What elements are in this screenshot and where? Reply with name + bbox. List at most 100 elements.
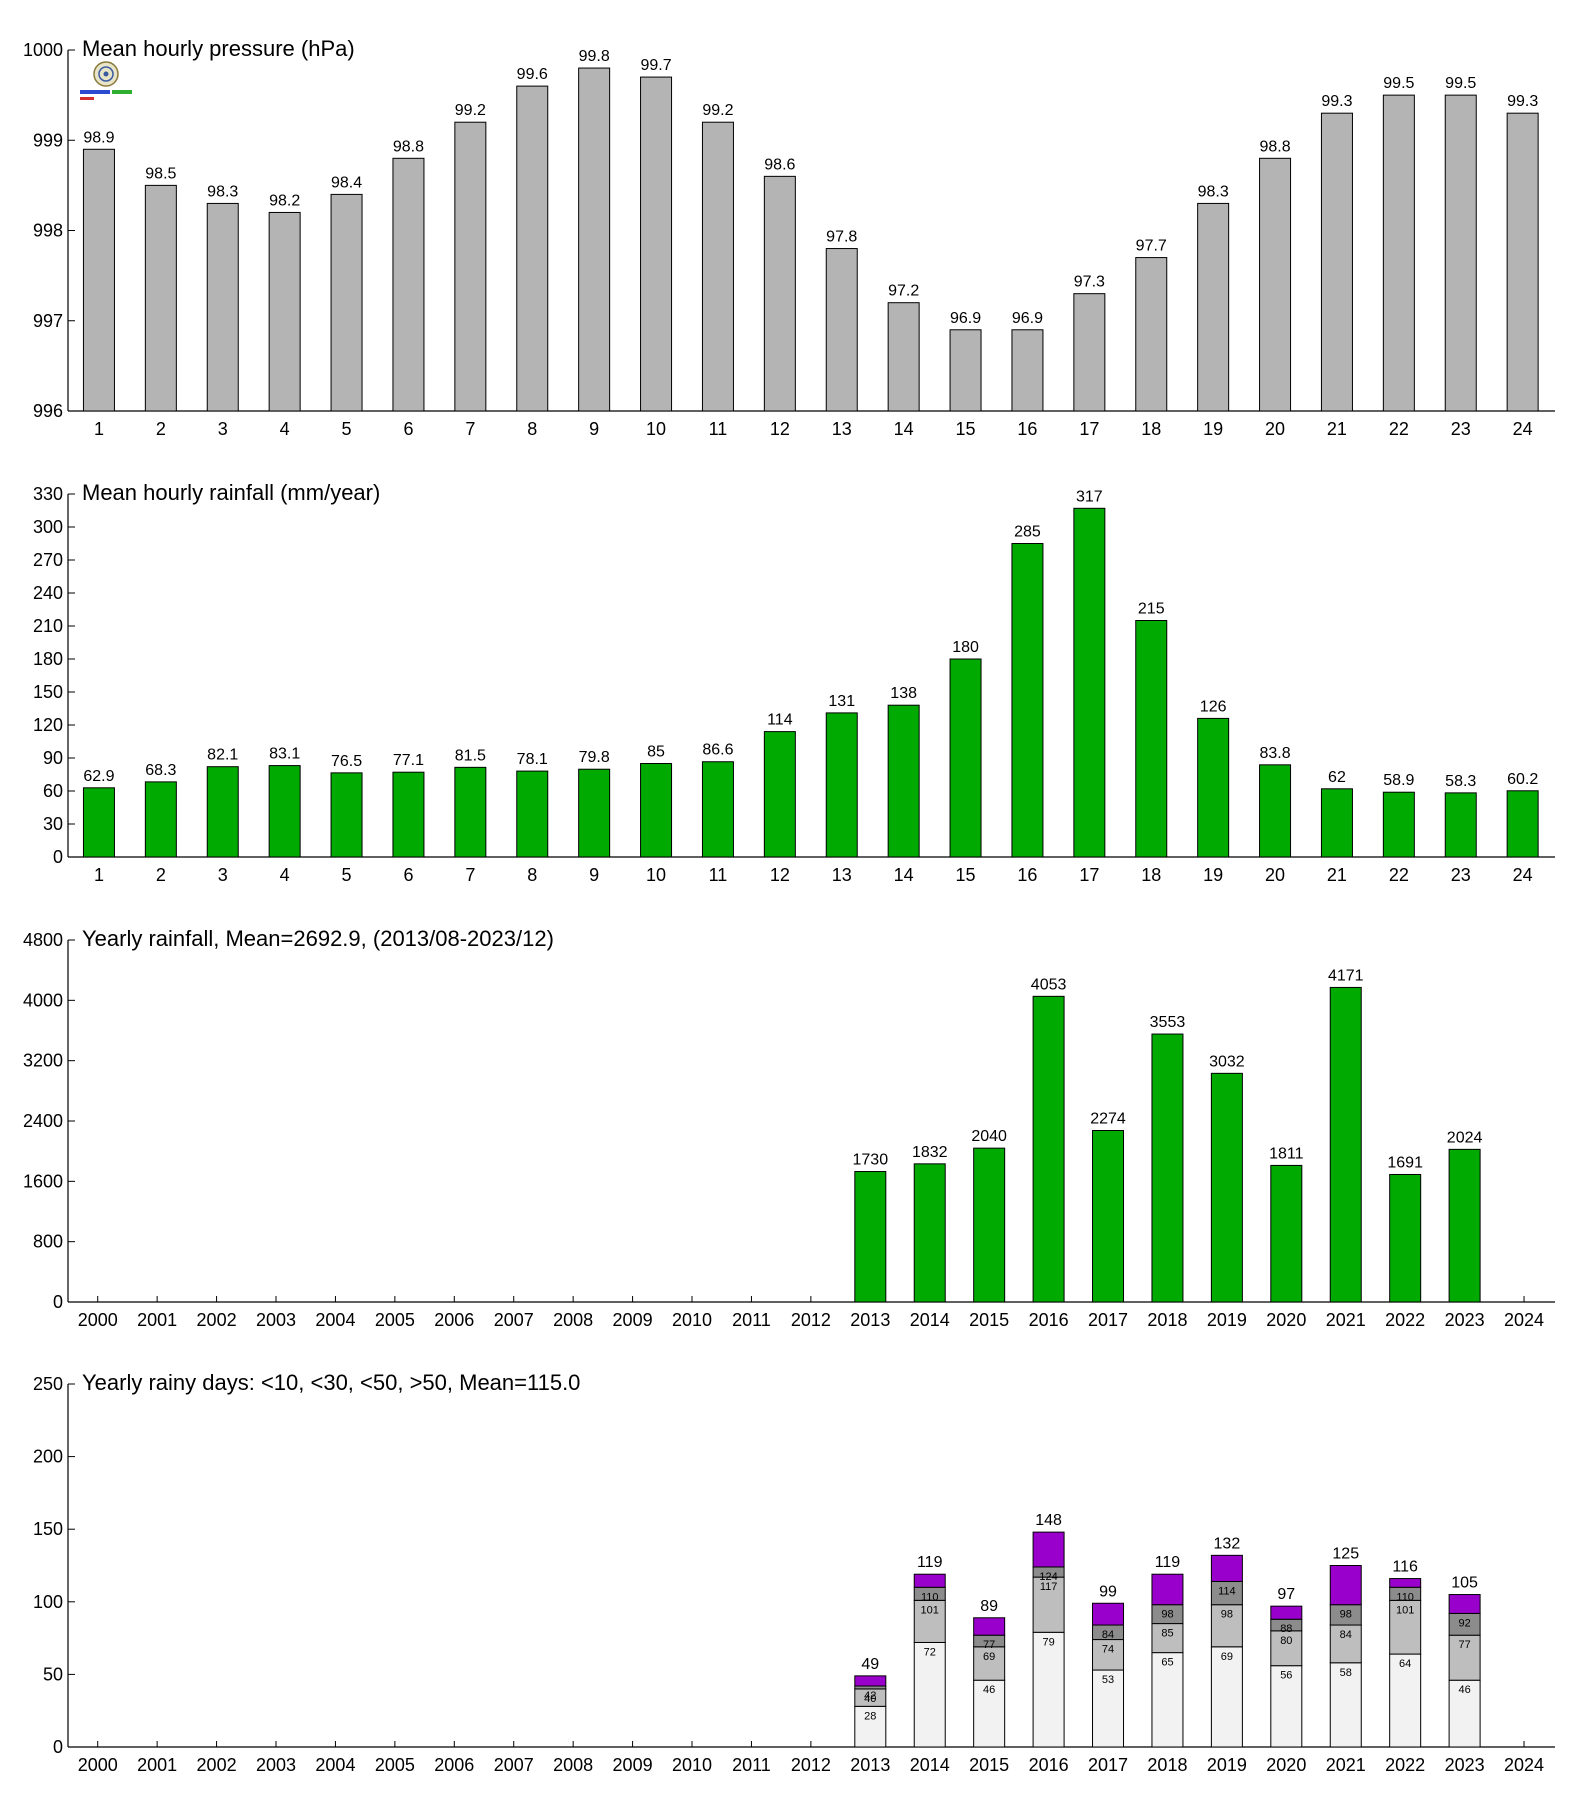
bar-segment-lt10 [1151, 1652, 1184, 1748]
x-tick-label: 16 [1017, 419, 1037, 439]
bar-segment-lt30 [1389, 1599, 1422, 1655]
bar [701, 121, 734, 412]
x-tick-label: 14 [894, 865, 914, 885]
x-tick-label: 2000 [78, 1310, 118, 1330]
x-tick-label: 3 [218, 865, 228, 885]
data-label: 105 [1451, 1575, 1478, 1592]
x-tick-label: 2005 [375, 1310, 415, 1330]
x-tick-label: 12 [770, 419, 790, 439]
bar [1320, 112, 1353, 412]
bar-segment-lt10 [1210, 1646, 1243, 1748]
x-tick-label: 2018 [1147, 1310, 1187, 1330]
bar [854, 1171, 887, 1303]
data-label: 79.8 [579, 749, 610, 766]
data-label: 99.3 [1321, 93, 1352, 110]
data-label: 119 [1155, 1554, 1181, 1571]
segment-value-label: 110 [921, 1591, 939, 1603]
x-tick-label: 2023 [1445, 1755, 1485, 1775]
segment-value-label: 85 [1161, 1628, 1173, 1640]
segment-value-label: 42 [864, 1690, 876, 1702]
bar [1382, 791, 1415, 858]
y-tick-label: 1600 [23, 1171, 63, 1191]
x-tick-label: 2009 [613, 1310, 653, 1330]
segment-value-label: 88 [1280, 1623, 1292, 1635]
segment-value-label: 98 [1221, 1609, 1233, 1621]
x-tick-label: 12 [770, 865, 790, 885]
bar-segment-gt50 [1092, 1602, 1125, 1626]
data-label: 99.6 [517, 66, 548, 83]
bar [144, 184, 177, 412]
y-tick-label: 330 [33, 484, 63, 504]
x-tick-label: 2001 [137, 1755, 177, 1775]
bar [949, 329, 982, 412]
segment-value-label: 69 [983, 1651, 995, 1663]
x-tick-label: 2016 [1029, 1310, 1069, 1330]
x-tick-label: 2 [156, 419, 166, 439]
x-tick-label: 2002 [197, 1310, 237, 1330]
bar [454, 766, 487, 858]
segment-value-label: 46 [983, 1684, 995, 1696]
bar [1011, 543, 1044, 858]
x-tick-label: 2014 [910, 1755, 950, 1775]
bar [206, 766, 239, 858]
data-label: 99.3 [1507, 93, 1538, 110]
bar-segment-gt50 [1329, 1565, 1362, 1606]
data-label: 1730 [853, 1152, 889, 1169]
segment-value-label: 79 [1042, 1636, 1054, 1648]
segment-value-label: 101 [921, 1604, 939, 1616]
bar [1382, 94, 1415, 412]
x-tick-label: 2019 [1207, 1755, 1247, 1775]
y-tick-label: 996 [33, 401, 63, 421]
bar [640, 76, 673, 412]
x-tick-label: 2007 [494, 1755, 534, 1775]
y-tick-label: 998 [33, 221, 63, 241]
bar [516, 770, 549, 858]
data-label: 99.5 [1383, 75, 1414, 92]
data-label: 62.9 [83, 768, 114, 785]
bar-segment-lt30 [973, 1646, 1006, 1681]
data-label: 77.1 [393, 752, 424, 769]
bar [973, 1147, 1006, 1303]
segment-value-label: 98 [1340, 1609, 1352, 1621]
x-tick-label: 4 [280, 865, 290, 885]
segment-value-label: 46 [1458, 1684, 1470, 1696]
bar [578, 67, 611, 412]
x-tick-label: 23 [1451, 419, 1471, 439]
x-tick-label: 20 [1265, 865, 1285, 885]
bar-segment-gt50 [1389, 1578, 1422, 1588]
x-tick-label: 2016 [1029, 1755, 1069, 1775]
segment-value-label: 77 [1458, 1639, 1470, 1651]
x-tick-label: 2013 [850, 1310, 890, 1330]
bar [82, 787, 115, 858]
data-label: 83.1 [269, 746, 300, 763]
segment-value-label: 65 [1161, 1657, 1173, 1669]
y-tick-label: 270 [33, 550, 63, 570]
bar-segment-gt50 [973, 1617, 1006, 1636]
x-tick-label: 5 [342, 419, 352, 439]
data-label: 99.2 [455, 102, 486, 119]
x-tick-label: 2011 [732, 1310, 771, 1330]
data-label: 96.9 [950, 310, 981, 327]
bar [1135, 257, 1168, 412]
bar [1210, 1072, 1243, 1303]
data-label: 180 [952, 639, 979, 656]
bar-segment-lt30 [913, 1599, 946, 1643]
x-tick-label: 1 [94, 865, 104, 885]
bar-segment-lt10 [1270, 1665, 1303, 1748]
data-label: 97.7 [1136, 238, 1167, 255]
bar-segment-lt30 [1329, 1624, 1362, 1664]
bar-segment-lt30 [1210, 1604, 1243, 1648]
bar [1197, 717, 1230, 858]
data-label: 119 [917, 1554, 943, 1571]
x-tick-label: 2018 [1147, 1755, 1187, 1775]
x-tick-label: 2021 [1326, 1755, 1366, 1775]
x-tick-label: 13 [832, 865, 852, 885]
data-label: 68.3 [145, 762, 176, 779]
data-label: 2024 [1447, 1129, 1483, 1146]
data-label: 97.2 [888, 283, 919, 300]
x-tick-label: 14 [894, 419, 914, 439]
bar [1444, 792, 1477, 858]
x-tick-label: 2015 [969, 1310, 1009, 1330]
x-tick-label: 2004 [315, 1310, 355, 1330]
